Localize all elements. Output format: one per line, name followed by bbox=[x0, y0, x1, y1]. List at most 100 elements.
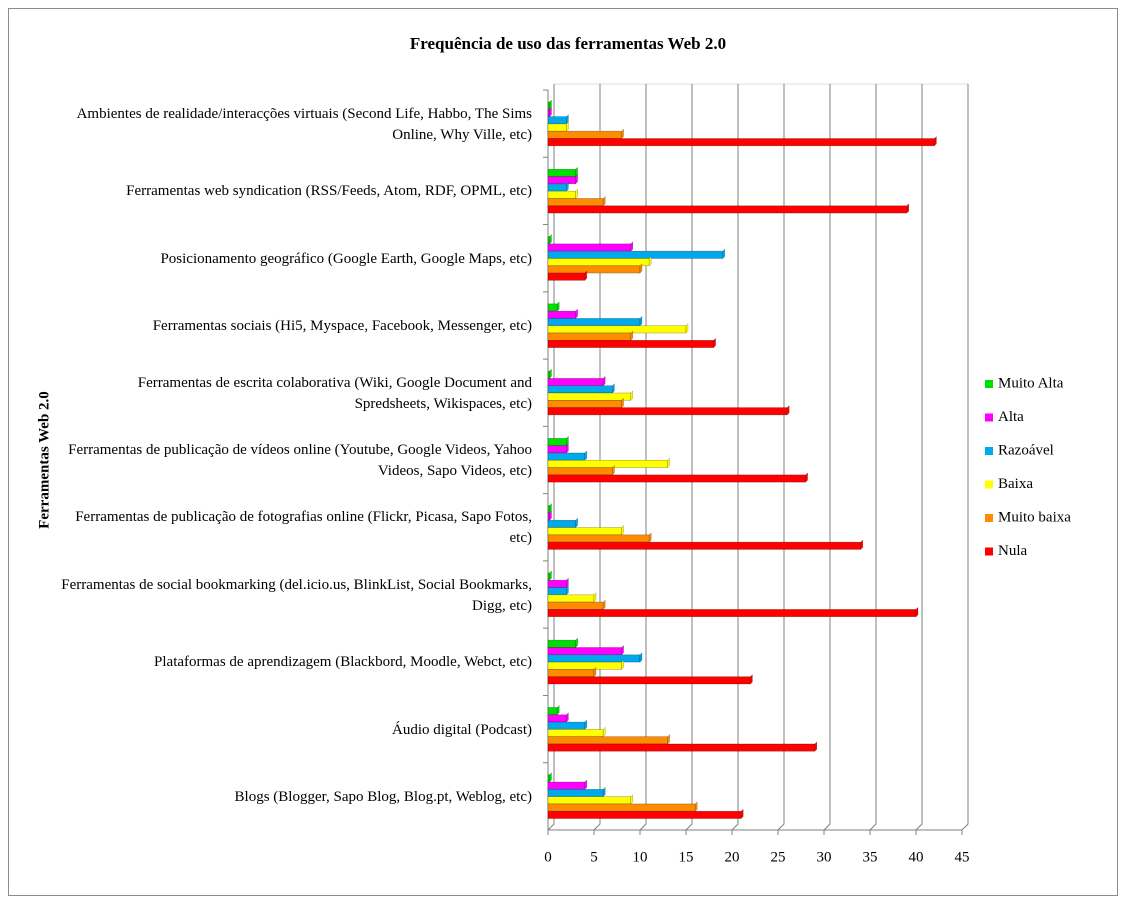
bar bbox=[547, 647, 622, 656]
bar-side bbox=[694, 801, 698, 812]
bar bbox=[547, 123, 567, 132]
bar-side bbox=[621, 644, 624, 656]
bar-side bbox=[602, 786, 606, 798]
bar-side bbox=[549, 570, 552, 581]
bar-side bbox=[575, 637, 578, 649]
bar bbox=[547, 318, 641, 327]
bar bbox=[547, 168, 576, 177]
bar bbox=[547, 258, 650, 267]
bar-side bbox=[584, 719, 588, 730]
bar-side bbox=[630, 390, 634, 401]
bar-side bbox=[713, 337, 716, 349]
bar-side bbox=[549, 368, 552, 379]
y-tick-label: Ferramentas de publicação de fotografias… bbox=[75, 509, 532, 547]
legend-swatch bbox=[985, 447, 993, 455]
bar-side bbox=[549, 106, 552, 118]
grid-line bbox=[685, 84, 693, 831]
bar-side bbox=[566, 584, 569, 596]
bar-side bbox=[549, 772, 552, 783]
bar bbox=[547, 527, 622, 536]
bar bbox=[547, 265, 641, 274]
bar-side bbox=[566, 443, 569, 454]
bar-side bbox=[602, 375, 606, 387]
bar-side bbox=[584, 779, 588, 790]
bar-side bbox=[648, 255, 652, 267]
bar-side bbox=[593, 666, 597, 678]
bar-side bbox=[814, 741, 818, 752]
x-tick-label: 15 bbox=[679, 849, 694, 865]
bar bbox=[547, 452, 586, 461]
bar bbox=[547, 781, 586, 790]
grid-line bbox=[639, 84, 647, 831]
bar-side bbox=[566, 712, 569, 723]
bar-side bbox=[639, 652, 643, 663]
bar bbox=[547, 340, 714, 348]
bar-side bbox=[621, 659, 624, 670]
bar bbox=[547, 378, 604, 386]
bar bbox=[547, 587, 567, 596]
bar bbox=[547, 445, 567, 454]
bar-side bbox=[575, 173, 578, 185]
bar-side bbox=[934, 135, 937, 147]
bar-side bbox=[549, 233, 552, 245]
bar bbox=[547, 332, 632, 341]
bar-side bbox=[906, 203, 910, 214]
bar-side bbox=[575, 308, 578, 320]
bar-side bbox=[621, 524, 624, 536]
y-tick-label: Posicionamento geográfico (Google Earth,… bbox=[160, 250, 532, 267]
bar bbox=[547, 594, 595, 603]
bar-side bbox=[630, 330, 634, 341]
x-tick-label: 45 bbox=[955, 849, 970, 865]
bar-side bbox=[722, 248, 726, 260]
legend-swatch bbox=[985, 413, 993, 422]
bar-side bbox=[630, 794, 634, 805]
bar bbox=[547, 310, 576, 319]
bar-side bbox=[621, 128, 624, 140]
bar bbox=[547, 519, 576, 528]
bar bbox=[547, 205, 908, 214]
bar bbox=[547, 176, 576, 185]
bar bbox=[547, 459, 668, 468]
bar-side bbox=[602, 195, 606, 207]
bar bbox=[547, 130, 622, 139]
y-tick-label: Ferramentas de escrita colaborativa (Wik… bbox=[137, 374, 532, 412]
bar bbox=[547, 789, 604, 797]
bar-side bbox=[630, 241, 634, 252]
bar-side bbox=[612, 383, 615, 394]
bar bbox=[547, 392, 632, 401]
bar-side bbox=[584, 450, 588, 461]
bar bbox=[547, 579, 567, 588]
bar-side bbox=[860, 539, 864, 551]
legend-label: Baixa bbox=[998, 476, 1033, 492]
x-tick-label: 30 bbox=[817, 849, 832, 865]
bar bbox=[547, 803, 696, 812]
bar bbox=[547, 250, 724, 259]
y-tick-label: Ferramentas de publicação de vídeos onli… bbox=[68, 442, 532, 479]
y-tick-label: Ferramentas sociais (Hi5, Myspace, Faceb… bbox=[152, 317, 532, 334]
bar bbox=[547, 534, 650, 543]
chart-frame bbox=[8, 8, 1118, 896]
bar bbox=[547, 743, 816, 752]
bar bbox=[547, 676, 751, 685]
bar-side bbox=[556, 301, 560, 312]
bar-side bbox=[566, 181, 569, 192]
bar-side bbox=[575, 188, 578, 200]
bar-side bbox=[556, 704, 560, 716]
x-tick-label: 5 bbox=[590, 849, 598, 865]
bar-side bbox=[566, 121, 569, 132]
chart-title: Frequência de uso das ferramentas Web 2.… bbox=[410, 34, 726, 53]
bar-side bbox=[549, 510, 552, 521]
y-tick-label: Ambientes de realidade/interacções virtu… bbox=[76, 105, 532, 143]
bar bbox=[547, 467, 613, 476]
bar bbox=[547, 243, 632, 252]
legend-swatch bbox=[985, 480, 993, 489]
bar-side bbox=[750, 674, 753, 685]
bar bbox=[547, 138, 935, 147]
bar-side bbox=[805, 472, 808, 483]
legend-swatch bbox=[985, 514, 993, 522]
bar bbox=[547, 325, 687, 334]
bar-side bbox=[593, 592, 597, 603]
bar bbox=[547, 116, 567, 125]
grid-line bbox=[777, 84, 785, 831]
grid-line bbox=[915, 84, 923, 831]
